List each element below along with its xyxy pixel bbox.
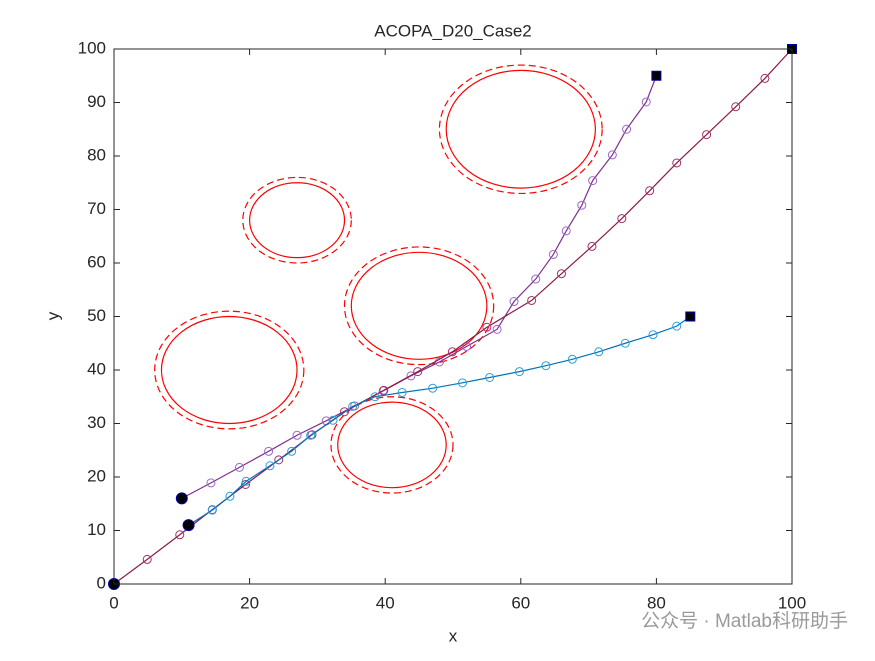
path-point bbox=[577, 200, 587, 210]
path-point bbox=[175, 530, 185, 540]
path-point bbox=[397, 387, 407, 397]
path-point bbox=[617, 214, 627, 224]
path-point bbox=[594, 347, 604, 357]
path-point bbox=[225, 491, 235, 501]
obstacle-margin bbox=[438, 64, 603, 195]
obstacle-margin bbox=[242, 176, 352, 264]
path-point bbox=[587, 241, 597, 251]
path-point bbox=[340, 407, 350, 417]
obstacle bbox=[350, 251, 488, 360]
path-point bbox=[492, 324, 502, 334]
watermark: 公众号 · Matlab科研助手 bbox=[641, 610, 848, 632]
plot-frame bbox=[113, 48, 793, 585]
x-tick-label: 20 bbox=[240, 593, 259, 612]
path-point bbox=[406, 371, 416, 381]
obstacle bbox=[337, 401, 447, 489]
path-point bbox=[234, 462, 244, 472]
path-point bbox=[561, 226, 571, 236]
path-point bbox=[672, 321, 682, 331]
path-point bbox=[541, 361, 551, 371]
obstacle bbox=[249, 182, 346, 259]
path-point bbox=[264, 446, 274, 456]
obstacle-margin bbox=[154, 310, 305, 430]
path-point bbox=[607, 150, 617, 160]
path-point bbox=[241, 476, 251, 486]
path-point bbox=[760, 73, 770, 83]
path-point bbox=[485, 372, 495, 382]
path-point bbox=[462, 341, 472, 351]
y-tick-label: 10 bbox=[87, 520, 106, 539]
x-tick-label: 0 bbox=[109, 593, 118, 612]
path-point bbox=[241, 479, 251, 489]
path-point bbox=[645, 186, 655, 196]
y-tick-label: 20 bbox=[87, 466, 106, 485]
x-tick-label: 40 bbox=[376, 593, 395, 612]
y-tick-label: 80 bbox=[87, 145, 106, 164]
path-point bbox=[567, 354, 577, 364]
path-point bbox=[428, 383, 438, 393]
path-point bbox=[379, 385, 389, 395]
path-point bbox=[731, 102, 741, 112]
path-point bbox=[207, 505, 217, 515]
path-point bbox=[265, 461, 275, 471]
path-point bbox=[672, 158, 682, 168]
y-tick-label: 50 bbox=[87, 306, 106, 325]
start-point bbox=[182, 519, 195, 532]
path-line bbox=[188, 316, 691, 526]
path-point bbox=[328, 415, 338, 425]
path-point bbox=[548, 249, 558, 259]
path-point bbox=[413, 367, 423, 377]
end-point bbox=[651, 70, 662, 81]
path-point bbox=[648, 330, 658, 340]
y-tick-label: 70 bbox=[87, 199, 106, 218]
end-point bbox=[685, 311, 696, 322]
path-line bbox=[181, 75, 657, 499]
path-point bbox=[702, 130, 712, 140]
obstacle bbox=[160, 315, 298, 425]
obstacle-margin bbox=[330, 396, 454, 494]
path-point bbox=[531, 274, 541, 284]
path-point bbox=[292, 430, 302, 440]
path-point bbox=[447, 347, 457, 357]
path-point bbox=[514, 367, 524, 377]
path-point bbox=[622, 124, 632, 134]
path-point bbox=[482, 322, 492, 332]
x-tick-label: 80 bbox=[647, 593, 666, 612]
path-point bbox=[457, 378, 467, 388]
y-axis-label: y bbox=[43, 311, 62, 320]
chart-title: ACOPA_D20_Case2 bbox=[374, 21, 532, 40]
path-point bbox=[348, 401, 358, 411]
x-tick-label: 60 bbox=[511, 593, 530, 612]
path-point bbox=[588, 176, 598, 186]
y-tick-label: 40 bbox=[87, 359, 106, 378]
y-tick-label: 90 bbox=[87, 92, 106, 111]
path-point bbox=[287, 446, 297, 456]
y-tick-label: 30 bbox=[87, 413, 106, 432]
path-point bbox=[527, 295, 537, 305]
path-point bbox=[620, 338, 630, 348]
path-point bbox=[556, 269, 566, 279]
y-tick-label: 100 bbox=[78, 38, 106, 57]
path-point bbox=[509, 297, 519, 307]
path-point bbox=[274, 455, 284, 465]
start-point bbox=[175, 492, 188, 505]
path-point bbox=[206, 478, 216, 488]
y-tick-label: 60 bbox=[87, 252, 106, 271]
x-tick-label: 100 bbox=[778, 593, 806, 612]
path-point bbox=[641, 97, 651, 107]
obstacle bbox=[445, 69, 596, 189]
x-axis-label: x bbox=[449, 626, 458, 645]
path-point bbox=[142, 554, 152, 564]
y-tick-label: 0 bbox=[97, 573, 106, 592]
path-point bbox=[370, 392, 380, 402]
path-point bbox=[306, 430, 316, 440]
obstacle-margin bbox=[343, 246, 495, 366]
